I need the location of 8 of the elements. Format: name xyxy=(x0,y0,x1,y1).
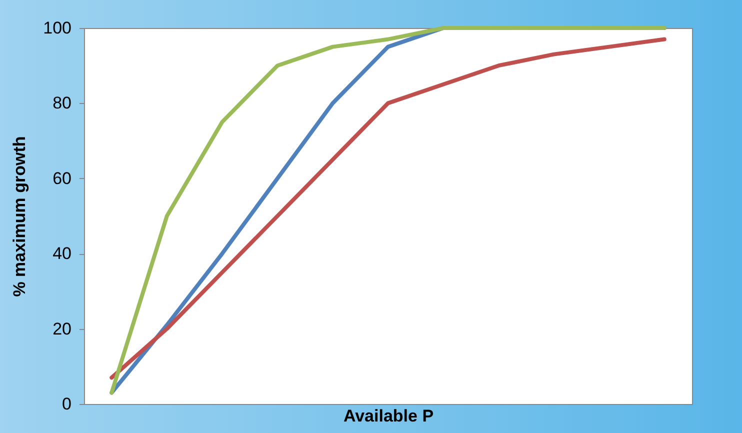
y-tick-label: 80 xyxy=(52,94,72,113)
y-tick-label: 0 xyxy=(62,394,72,414)
y-tick-label: 20 xyxy=(52,319,72,338)
y-tick-label: 60 xyxy=(52,168,72,188)
y-tick-label: 100 xyxy=(43,18,72,38)
y-tick-label: 40 xyxy=(52,244,72,264)
y-axis-title: % maximum growth xyxy=(10,136,30,297)
x-axis-title: Available P xyxy=(343,406,434,426)
